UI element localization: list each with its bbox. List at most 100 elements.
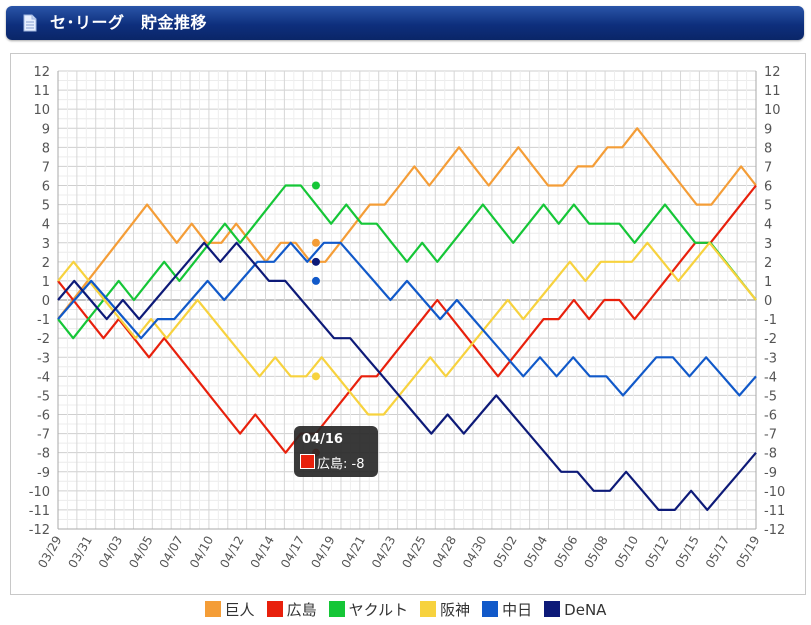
y-tick-label-right: 6: [764, 180, 772, 195]
x-tick-label: 05/02: [490, 534, 519, 571]
x-tick-label: 05/08: [581, 534, 610, 571]
document-icon: [23, 14, 37, 32]
legend-swatch: [328, 601, 345, 617]
y-tick-label-right: -10: [764, 485, 785, 500]
y-tick-label-right: 2: [764, 256, 772, 271]
x-tick-label: 04/17: [278, 534, 307, 571]
y-tick-label-right: 5: [764, 199, 772, 214]
tooltip-date: 04/16: [302, 432, 343, 447]
y-tick-label-left: 10: [33, 103, 50, 118]
y-tick-label-left: 3: [42, 237, 50, 252]
y-tick-label-right: -8: [764, 447, 777, 462]
y-tick-label-right: 0: [764, 294, 772, 309]
legend-item[interactable]: 阪神: [420, 598, 470, 622]
hover-marker[interactable]: [311, 181, 320, 190]
x-tick-label: 04/30: [460, 534, 489, 571]
y-tick-label-right: -1: [764, 313, 777, 328]
tooltip-label: 広島: -8: [317, 457, 365, 472]
page-title: セ･リーグ 貯金推移: [50, 13, 208, 32]
legend-item[interactable]: 広島: [266, 598, 317, 622]
y-tick-label-left: -2: [37, 332, 50, 347]
y-tick-label-left: -12: [29, 523, 50, 538]
hover-marker[interactable]: [311, 372, 320, 381]
y-tick-label-left: -10: [29, 485, 50, 500]
series-line-DeNA[interactable]: [57, 241, 757, 511]
x-tick-label: 05/12: [642, 534, 671, 571]
y-tick-label-right: 11: [764, 84, 781, 99]
y-tick-label-left: -8: [37, 447, 50, 462]
y-tick-label-left: 12: [33, 65, 50, 80]
x-tick-label: 04/10: [187, 534, 216, 571]
y-tick-label-left: 5: [42, 199, 50, 214]
legend-label: 中日: [502, 601, 533, 619]
legend-label: 広島: [286, 601, 317, 619]
legend-swatch: [420, 601, 437, 617]
x-tick-label: 03/29: [35, 534, 64, 571]
y-tick-label-right: -7: [764, 428, 777, 443]
legend-item[interactable]: 巨人: [204, 598, 255, 622]
legend-item[interactable]: DeNA: [544, 598, 606, 622]
series-line-中日[interactable]: [57, 241, 757, 397]
chart-legend: 巨人 広島 ヤクルト 阪神 中日 DeNA: [0, 598, 811, 624]
x-tick-label: 04/03: [96, 534, 125, 571]
chart-tooltip: 04/16 広島: -8: [294, 426, 378, 477]
legend-swatch: [482, 601, 499, 617]
series-line-巨人[interactable]: [57, 127, 757, 320]
x-tick-label: 04/07: [157, 534, 186, 571]
series-line-広島[interactable]: [57, 184, 757, 454]
y-tick-label-left: -11: [29, 504, 50, 519]
legend-item[interactable]: ヤクルト: [328, 598, 409, 622]
y-tick-label-left: 4: [42, 218, 50, 233]
x-tick-label: 04/05: [126, 534, 155, 571]
y-tick-label-right: -2: [764, 332, 777, 347]
x-tick-label: 04/28: [430, 534, 459, 571]
x-tick-label: 05/06: [551, 534, 580, 571]
x-tick-label: 03/31: [66, 534, 95, 571]
y-tick-label-left: -7: [37, 428, 50, 443]
legend-swatch: [204, 601, 221, 617]
x-tick-label: 05/04: [521, 534, 550, 571]
y-tick-label-left: 0: [42, 294, 50, 309]
y-tick-label-right: -11: [764, 504, 785, 519]
y-tick-label-right: -6: [764, 409, 777, 424]
y-tick-label-left: -9: [37, 466, 50, 481]
hover-marker[interactable]: [311, 276, 320, 285]
y-tick-label-left: -1: [37, 313, 50, 328]
chart-header: セ･リーグ 貯金推移: [6, 6, 804, 40]
tooltip-swatch: [300, 454, 315, 469]
y-tick-label-left: 9: [42, 122, 50, 137]
y-tick-label-right: -3: [764, 351, 777, 366]
legend-label: DeNA: [564, 601, 607, 619]
y-tick-label-left: 6: [42, 180, 50, 195]
y-tick-label-left: 8: [42, 141, 50, 156]
x-tick-label: 04/23: [369, 534, 398, 571]
y-tick-label-right: -5: [764, 389, 777, 404]
x-tick-label: 05/10: [612, 534, 641, 571]
x-tick-label: 04/25: [399, 534, 428, 571]
y-tick-label-left: -5: [37, 389, 50, 404]
series-line-ヤクルト[interactable]: [57, 184, 757, 340]
legend-label: 巨人: [224, 601, 255, 619]
x-tick-label: 04/21: [339, 534, 368, 571]
y-tick-label-left: -3: [37, 351, 50, 366]
y-tick-label-right: -12: [764, 523, 785, 538]
y-tick-label-left: 2: [42, 256, 50, 271]
y-tick-label-right: -4: [764, 370, 777, 385]
y-tick-label-right: 7: [764, 160, 772, 175]
x-tick-label: 04/19: [308, 534, 337, 571]
y-tick-label-left: -6: [37, 409, 50, 424]
legend-label: ヤクルト: [348, 601, 409, 619]
legend-swatch: [266, 601, 283, 617]
legend-item[interactable]: 中日: [482, 598, 532, 622]
hover-marker[interactable]: [311, 257, 320, 266]
y-tick-label-right: 4: [764, 218, 772, 233]
x-tick-label: 04/14: [248, 534, 277, 571]
x-tick-label: 05/19: [733, 534, 762, 571]
hover-marker[interactable]: [311, 238, 320, 247]
y-tick-label-right: 8: [764, 141, 772, 156]
series-line-阪神[interactable]: [57, 241, 757, 416]
legend-swatch: [544, 601, 561, 617]
legend-label: 阪神: [440, 601, 471, 619]
y-tick-label-right: 1: [764, 275, 772, 290]
